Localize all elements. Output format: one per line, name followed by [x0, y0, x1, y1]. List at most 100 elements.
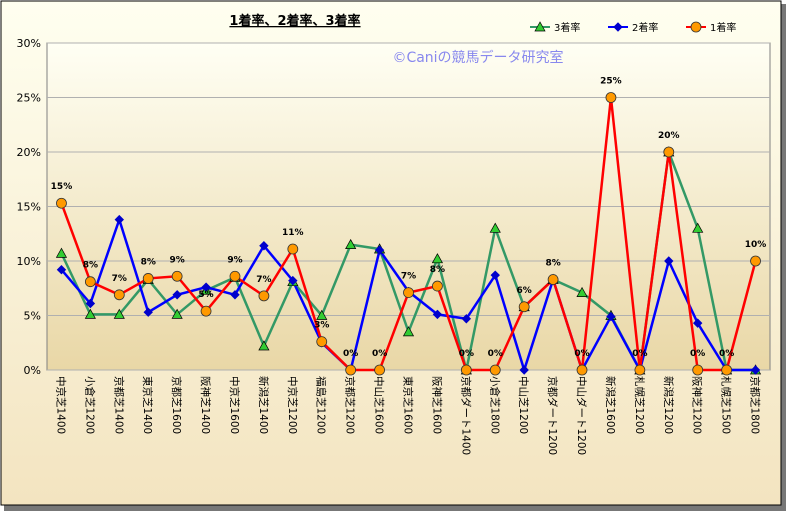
x-tick-label: 札幌芝1200 — [633, 376, 646, 434]
legend-label: 2着率 — [632, 21, 658, 34]
point — [316, 336, 328, 348]
x-tick-label: 中山芝1200 — [517, 376, 530, 434]
data-label: 10% — [745, 240, 767, 250]
point — [142, 273, 154, 284]
point — [576, 286, 588, 297]
point — [432, 280, 443, 292]
point — [489, 222, 501, 233]
data-label: 7% — [112, 274, 127, 284]
point — [750, 365, 761, 375]
data-label: 20% — [658, 131, 680, 141]
data-label: 0% — [574, 349, 589, 359]
point — [85, 298, 96, 309]
point — [547, 274, 559, 285]
x-tick-label: 新潟芝1200 — [662, 376, 675, 434]
point — [287, 243, 299, 255]
x-tick-label: 阪神芝1600 — [430, 376, 443, 434]
x-tick-label: 中京芝1400 — [54, 376, 67, 434]
point — [171, 308, 183, 319]
point — [258, 290, 270, 302]
data-label: 11% — [282, 228, 304, 238]
point — [56, 197, 67, 209]
point — [750, 255, 761, 267]
point — [259, 241, 269, 251]
x-tick-label: 阪神芝1200 — [691, 376, 704, 434]
point — [402, 326, 415, 337]
point — [403, 287, 414, 299]
x-tick-label: 阪神芝1400 — [199, 376, 212, 434]
x-tick-label: 福島芝1200 — [315, 376, 328, 434]
point — [114, 214, 125, 225]
point — [690, 21, 702, 33]
x-tick-label: 中山芝1600 — [373, 376, 386, 434]
x-tick-label: 小倉芝1200 — [83, 376, 96, 434]
data-label: 7% — [256, 275, 271, 285]
data-label: 0% — [459, 349, 474, 359]
point — [374, 245, 385, 255]
point — [534, 21, 546, 32]
point — [113, 289, 125, 301]
x-tick-label: 京都芝1600 — [170, 376, 183, 434]
y-tick-label: 15% — [17, 201, 41, 214]
y-tick-label: 0% — [24, 364, 41, 377]
point — [431, 253, 444, 264]
x-tick-label: 中京芝1600 — [228, 376, 241, 434]
x-tick-label: 京都ダート1400 — [459, 376, 472, 455]
point — [692, 222, 704, 233]
x-tick-label: 京都芝1400 — [112, 376, 125, 434]
point — [519, 365, 529, 375]
data-label: 8% — [141, 257, 156, 267]
y-tick-label: 10% — [17, 255, 41, 268]
data-label: 8% — [83, 261, 98, 271]
point — [84, 276, 96, 288]
data-label: 5% — [198, 290, 213, 300]
data-label: 25% — [600, 77, 622, 87]
point — [113, 308, 125, 319]
point — [576, 364, 588, 376]
point — [56, 265, 67, 275]
point — [606, 311, 616, 322]
data-label: 0% — [719, 349, 734, 359]
data-label: 15% — [51, 182, 73, 192]
x-tick-label: 新潟芝1400 — [257, 376, 270, 434]
y-tick-label: 30% — [17, 37, 41, 50]
x-tick-label: 札幌芝1500 — [720, 376, 733, 434]
data-label: 0% — [343, 349, 358, 359]
legend-label: 3着率 — [554, 21, 580, 34]
point — [230, 290, 240, 300]
point — [172, 290, 182, 300]
data-label: 3% — [314, 321, 329, 331]
x-tick-label: 新潟芝1600 — [604, 376, 617, 434]
point — [345, 364, 357, 376]
x-tick-label: 京都芝1200 — [344, 376, 357, 434]
point — [634, 364, 646, 376]
x-tick-label: 東京芝1400 — [141, 376, 154, 434]
x-tick-label: 小倉芝1800 — [488, 376, 501, 434]
point — [460, 364, 472, 376]
point — [605, 92, 617, 103]
point — [229, 270, 241, 282]
x-tick-label: 京都芝1800 — [749, 376, 762, 434]
point — [518, 301, 530, 313]
data-label: 9% — [169, 255, 184, 265]
point — [692, 318, 703, 328]
data-label: 9% — [227, 255, 242, 265]
data-label: 0% — [690, 349, 705, 359]
chart-title: 1着率、2着率、3着率 — [229, 13, 360, 29]
data-label: 6% — [517, 286, 532, 296]
point — [345, 238, 357, 249]
y-tick-label: 25% — [17, 92, 41, 105]
x-tick-label: 東京芝1600 — [402, 376, 415, 434]
data-label: 0% — [372, 349, 387, 359]
x-tick-label: 中山ダート1200 — [575, 376, 588, 455]
point — [201, 282, 211, 292]
data-label: 8% — [545, 259, 560, 269]
point — [692, 364, 704, 376]
point — [663, 146, 675, 158]
point — [432, 309, 443, 320]
data-label: 7% — [401, 272, 416, 282]
point — [461, 314, 472, 324]
point — [84, 308, 96, 319]
data-label: 0% — [632, 349, 647, 359]
